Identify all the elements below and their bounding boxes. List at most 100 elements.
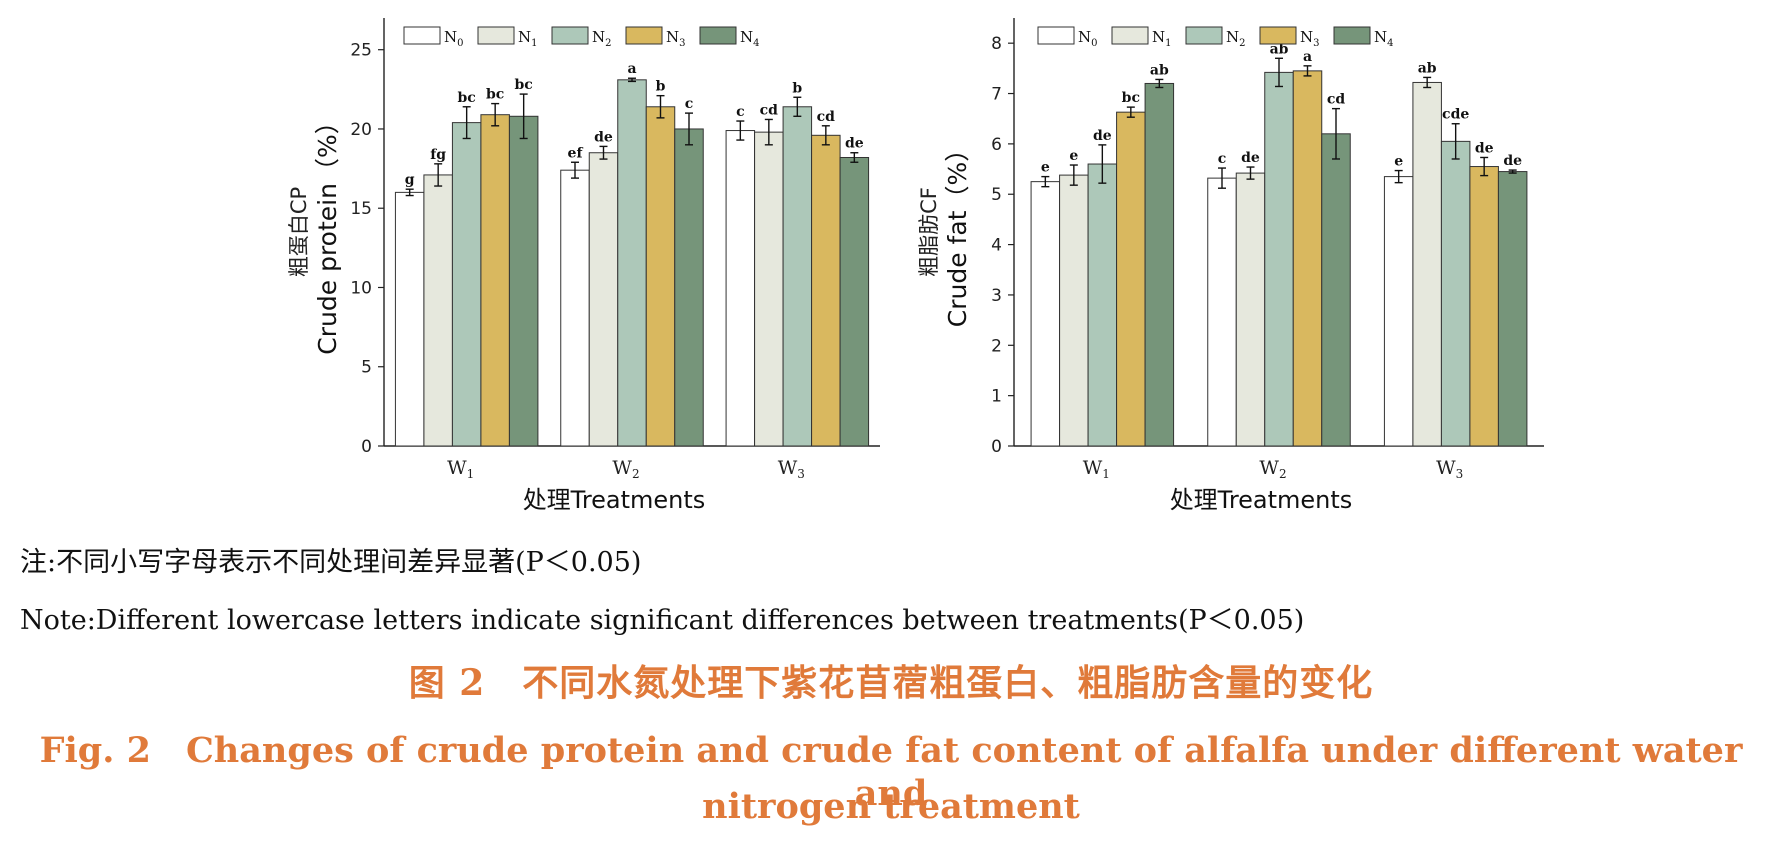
significance-letter: g [405,172,415,188]
note-english: Note:Different lowercase letters indicat… [20,605,1305,636]
bar [1321,133,1351,447]
significance-letter: de [845,136,864,152]
legend-label: N4 [1374,28,1394,49]
figure-caption-english-line1: Fig. 2 Changes of crude protein and crud… [39,730,1743,814]
legend-label: N3 [666,28,686,49]
y-tick-label: 5 [991,185,1002,205]
legend-label: N3 [1300,28,1320,49]
y-tick-label: 20 [350,120,372,140]
significance-letter: cd [1327,92,1346,108]
x-tick-label: W2 [612,457,639,481]
bar [508,115,539,447]
y-tick-label: 5 [361,358,372,378]
significance-letter: b [656,79,666,95]
bar [1497,171,1528,447]
legend-label: N1 [1152,28,1172,49]
significance-letter: e [1394,154,1403,170]
significance-letter: a [627,61,636,77]
bar [754,131,784,447]
bar [811,134,841,447]
bar [1383,176,1414,447]
significance-letter: ab [1150,62,1169,78]
legend-swatch [1037,26,1075,45]
y-tick-label: 1 [991,387,1002,407]
legend-swatch [403,26,441,45]
y-tick-label: 0 [991,437,1002,457]
significance-letter: bc [515,77,533,93]
bar [588,152,619,447]
figure-caption-english-line2: nitrogen treatment [702,786,1080,827]
legend-label: N2 [1226,28,1246,49]
significance-letter: e [1041,160,1050,176]
bar [423,174,453,447]
significance-letter: bc [486,87,504,103]
legend-swatch [1111,26,1149,45]
significance-letter: ef [568,145,584,161]
bar [1469,166,1499,447]
y-tick-label: 0 [361,437,372,457]
y-tick-label: 25 [350,41,372,61]
y-tick-label: 2 [991,336,1002,356]
bar [1059,174,1089,447]
figure-caption-chinese: 图 2 不同水氮处理下紫花苜蓿粗蛋白、粗脂肪含量的变化 [408,662,1374,704]
legend: N0 N1 N2 N3 N4 [403,26,760,49]
x-tick-label: W1 [447,457,474,481]
bar [1087,163,1118,447]
significance-letter: c [1218,151,1227,167]
bar [1292,70,1323,447]
bar [782,106,813,447]
significance-letter: cd [817,109,836,125]
significance-letter: de [1241,150,1260,166]
bar [480,114,510,447]
significance-letter: cde [1442,107,1469,123]
significance-letter: c [736,104,745,120]
bar [1207,177,1237,447]
legend-label: N1 [518,28,538,49]
y-axis-label: Crude fat（%） [943,137,972,327]
bar-group-w2: c de ab a cd [1207,41,1351,447]
y-tick-label: 10 [350,278,372,298]
significance-letter: b [792,80,802,96]
legend-swatch [1333,26,1371,45]
y-tick-label: 4 [991,236,1002,256]
legend-swatch [1185,26,1223,45]
bar [1412,81,1442,447]
x-tick-label: W3 [1436,457,1463,481]
y-axis-label-cn: 粗蛋白CP [287,187,311,277]
legend-swatch [477,26,515,45]
y-tick-label: 3 [991,286,1002,306]
significance-letter: cd [760,102,779,118]
legend-swatch [1259,26,1297,45]
bar [451,122,482,447]
x-tick-label: W1 [1083,457,1110,481]
significance-letter: de [1503,153,1522,169]
significance-letter: ab [1418,60,1437,76]
legend: N0 N1 N2 N3 N4 [1037,26,1394,49]
bar [645,106,676,447]
legend-label: N2 [592,28,612,49]
bar [1144,82,1175,447]
significance-letter: de [1093,128,1112,144]
y-tick-label: 6 [991,135,1002,155]
legend-label: N0 [1078,28,1098,49]
bar [839,156,870,447]
y-tick-label: 7 [991,85,1002,105]
chart-crude-protein: 0 5 10 15 20 25 粗蛋白CP Crude protein（%） 处理Treatme… [287,18,880,514]
y-tick-label: 15 [350,199,372,219]
bar [394,191,425,447]
significance-letter: bc [458,90,476,106]
bar [1235,172,1266,447]
note-chinese: 注:不同小写字母表示不同处理间差异显著(P＜0.05) [20,547,642,578]
significance-letter: fg [430,147,446,163]
significance-letter: de [594,129,613,145]
significance-letter: de [1475,140,1494,156]
significance-letter: ab [1270,41,1289,57]
bar [1030,181,1061,447]
x-tick-label: W3 [778,457,805,481]
y-axis-label-cn: 粗脂肪CF [917,187,941,277]
